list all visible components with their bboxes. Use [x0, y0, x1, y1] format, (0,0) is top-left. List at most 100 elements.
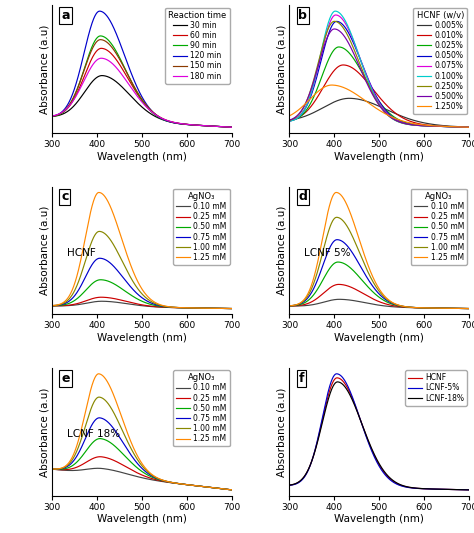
1.00 mM — [49, 302, 55, 309]
0.25 mM — [466, 305, 472, 312]
0.75 mM — [229, 487, 235, 493]
180 min — [229, 124, 235, 131]
0.075% — [407, 122, 413, 128]
Line: 1.25 mM: 1.25 mM — [52, 192, 232, 309]
0.25 mM — [287, 303, 292, 309]
Line: 1.00 mM: 1.00 mM — [52, 397, 232, 490]
0.050% — [334, 18, 339, 25]
Line: 0.075%: 0.075% — [290, 15, 469, 127]
1.00 mM — [368, 275, 374, 281]
1.25 mM — [319, 241, 324, 248]
0.50 mM — [98, 277, 103, 283]
0.25 mM — [229, 487, 235, 493]
1.25 mM — [49, 466, 55, 472]
0.100% — [287, 118, 292, 124]
1.00 mM — [131, 280, 137, 286]
0.500% — [287, 117, 292, 123]
0.10 mM — [155, 478, 161, 484]
Y-axis label: Absorbance (a.u): Absorbance (a.u) — [39, 387, 49, 477]
0.50 mM — [335, 259, 341, 265]
180 min — [99, 55, 104, 61]
0.010% — [393, 110, 399, 117]
Line: 0.25 mM: 0.25 mM — [52, 457, 232, 490]
Line: 150 min: 150 min — [52, 39, 232, 127]
0.250% — [368, 87, 374, 94]
150 min — [81, 67, 87, 74]
0.25 mM — [185, 482, 191, 488]
Line: 0.010%: 0.010% — [290, 65, 469, 127]
90 min — [98, 33, 103, 39]
30 min — [170, 119, 175, 126]
90 min — [49, 113, 55, 119]
120 min — [81, 50, 87, 56]
0.75 mM — [466, 305, 472, 312]
1.25 mM — [131, 270, 137, 276]
0.75 mM — [185, 305, 191, 311]
120 min — [155, 114, 161, 120]
0.25 mM — [185, 305, 191, 311]
180 min — [131, 88, 137, 95]
1.00 mM — [49, 466, 55, 472]
Line: 1.25 mM: 1.25 mM — [52, 374, 232, 490]
60 min — [155, 114, 161, 120]
0.075% — [333, 12, 339, 18]
0.10 mM — [49, 303, 55, 309]
1.25 mM — [422, 305, 428, 311]
1.250% — [329, 82, 335, 88]
150 min — [49, 113, 55, 119]
0.010% — [340, 62, 346, 68]
1.00 mM — [81, 262, 87, 269]
0.75 mM — [81, 277, 87, 283]
Line: 0.10 mM: 0.10 mM — [290, 300, 469, 309]
30 min — [96, 74, 101, 80]
0.75 mM — [81, 439, 87, 445]
0.50 mM — [170, 304, 175, 311]
0.500% — [407, 122, 413, 128]
30 min — [81, 90, 87, 96]
0.25 mM — [98, 294, 104, 301]
120 min — [170, 119, 175, 126]
Line: 1.00 mM: 1.00 mM — [52, 231, 232, 309]
0.050% — [466, 124, 472, 131]
0.50 mM — [170, 480, 175, 486]
0.250% — [319, 48, 324, 54]
Line: 120 min: 120 min — [52, 11, 232, 127]
0.005% — [393, 110, 399, 117]
0.010% — [407, 118, 413, 124]
0.75 mM — [155, 476, 161, 482]
1.25 mM — [229, 487, 235, 493]
0.25 mM — [170, 304, 175, 311]
Line: 0.75 mM: 0.75 mM — [52, 418, 232, 490]
0.50 mM — [49, 303, 55, 309]
1.00 mM — [185, 305, 191, 311]
0.050% — [422, 123, 428, 129]
Line: 0.50 mM: 0.50 mM — [52, 280, 232, 309]
Line: 0.10 mM: 0.10 mM — [52, 469, 232, 490]
90 min — [170, 119, 175, 126]
1.25 mM — [368, 270, 374, 276]
0.050% — [319, 56, 324, 63]
1.00 mM — [81, 427, 87, 434]
0.25 mM — [131, 300, 137, 306]
0.050% — [287, 118, 292, 124]
30 min — [155, 115, 161, 121]
0.50 mM — [368, 287, 374, 293]
180 min — [49, 112, 55, 119]
0.005% — [319, 106, 324, 112]
0.50 mM — [287, 303, 292, 309]
0.10 mM — [49, 466, 55, 472]
0.500% — [368, 88, 374, 95]
HCNF — [422, 486, 428, 492]
0.100% — [368, 85, 374, 91]
0.75 mM — [422, 305, 428, 311]
0.050% — [368, 83, 374, 89]
30 min — [185, 122, 191, 128]
0.25 mM — [155, 304, 161, 310]
LCNF-5% — [334, 370, 339, 377]
0.50 mM — [155, 303, 161, 309]
0.005% — [368, 100, 374, 106]
Line: LCNF-5%: LCNF-5% — [290, 374, 469, 490]
LCNF-5% — [466, 487, 472, 493]
1.250% — [393, 116, 399, 122]
0.10 mM — [155, 304, 161, 310]
